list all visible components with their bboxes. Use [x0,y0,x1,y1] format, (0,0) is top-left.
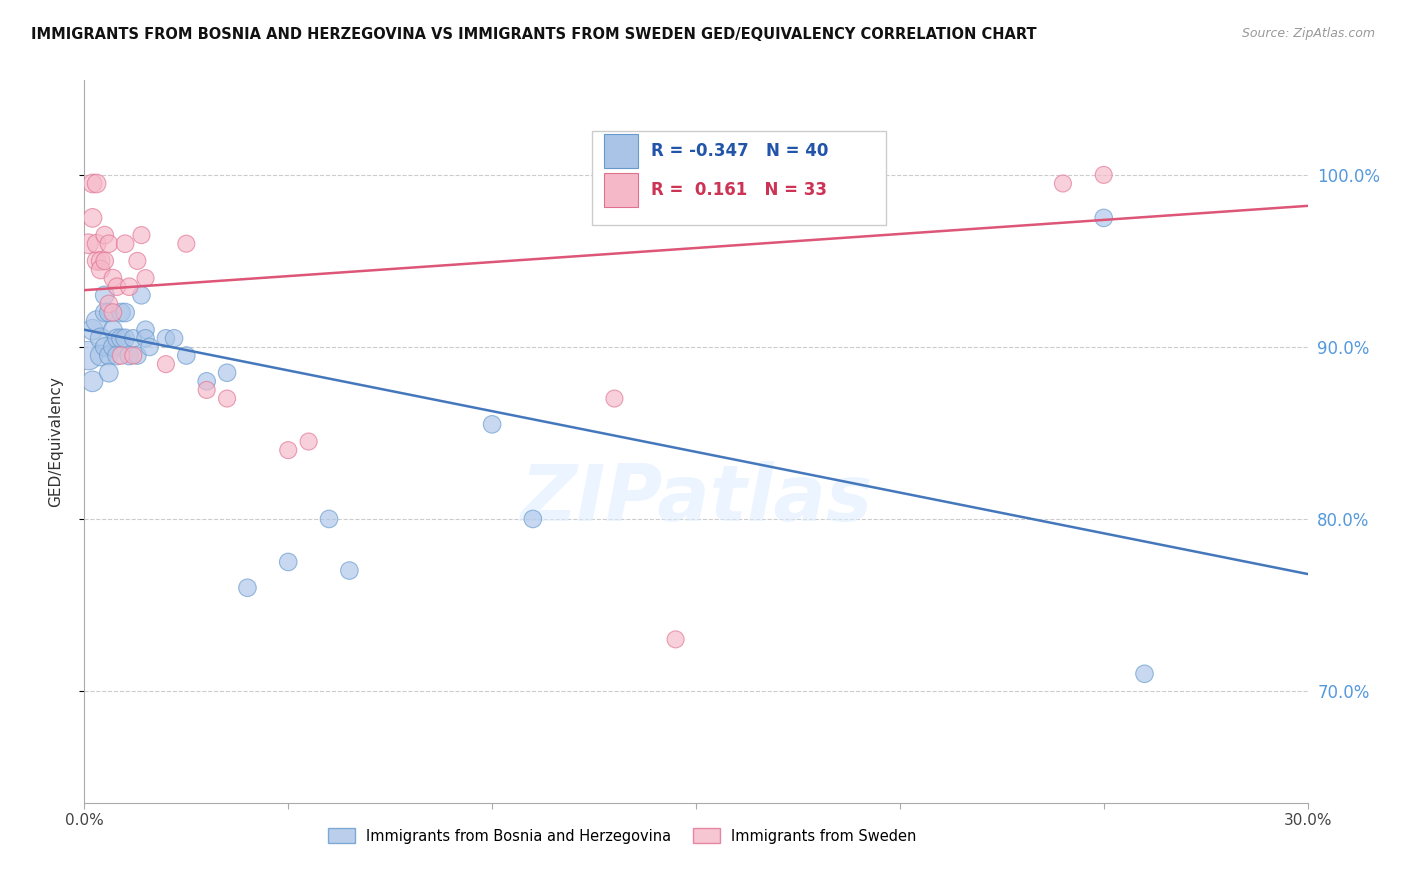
Point [86,177,108,191]
FancyBboxPatch shape [605,173,638,208]
Point [86,236,108,251]
Point [155,331,177,345]
Point [155,357,177,371]
Point [101,340,124,354]
Point [93,288,115,302]
Point [318,512,340,526]
Point [118,279,141,293]
Point [1092,168,1115,182]
Point [77,236,100,251]
Point [135,331,157,345]
Point [101,305,124,319]
Point [110,331,132,345]
Point [1052,177,1074,191]
Point [101,323,124,337]
Point [82,177,104,191]
Point [114,236,136,251]
Point [603,392,626,406]
Point [481,417,503,432]
Point [685,202,707,217]
Point [105,279,128,293]
Point [82,374,104,388]
Point [114,331,136,345]
Text: Source: ZipAtlas.com: Source: ZipAtlas.com [1241,27,1375,40]
Point [93,340,115,354]
Point [174,236,197,251]
Point [90,253,112,268]
Point [118,349,141,363]
Point [93,228,115,243]
Point [77,349,100,363]
Text: R = -0.347   N = 40: R = -0.347 N = 40 [651,142,828,160]
Point [110,305,132,319]
Point [90,262,112,277]
Point [277,555,299,569]
Point [86,253,108,268]
Y-axis label: GED/Equivalency: GED/Equivalency [49,376,63,507]
Point [82,211,104,225]
Point [110,349,132,363]
Point [97,305,120,319]
Point [135,323,157,337]
Point [195,374,218,388]
Point [97,349,120,363]
Point [97,366,120,380]
Text: R =  0.161   N = 33: R = 0.161 N = 33 [651,181,827,199]
Point [1133,666,1156,681]
FancyBboxPatch shape [592,131,886,225]
Point [90,331,112,345]
Point [90,349,112,363]
Point [138,340,160,354]
Point [122,349,145,363]
Point [97,297,120,311]
Point [127,253,149,268]
Point [131,228,153,243]
Point [174,349,197,363]
Legend: Immigrants from Bosnia and Herzegovina, Immigrants from Sweden: Immigrants from Bosnia and Herzegovina, … [322,822,922,850]
Point [277,443,299,458]
Text: ZIPatlas: ZIPatlas [520,461,872,537]
Point [135,271,157,285]
Point [131,288,153,302]
Point [1092,211,1115,225]
Point [217,366,239,380]
Point [122,331,145,345]
Point [86,314,108,328]
Point [105,349,128,363]
Point [195,383,218,397]
Point [236,581,259,595]
Point [127,349,149,363]
Point [665,632,688,647]
Point [114,305,136,319]
Point [522,512,544,526]
Point [298,434,321,449]
Point [93,253,115,268]
Point [93,305,115,319]
Point [97,236,120,251]
Point [339,564,361,578]
Point [163,331,186,345]
Point [105,331,128,345]
Point [82,323,104,337]
FancyBboxPatch shape [605,134,638,169]
Point [101,271,124,285]
Text: IMMIGRANTS FROM BOSNIA AND HERZEGOVINA VS IMMIGRANTS FROM SWEDEN GED/EQUIVALENCY: IMMIGRANTS FROM BOSNIA AND HERZEGOVINA V… [31,27,1036,42]
Point [217,392,239,406]
